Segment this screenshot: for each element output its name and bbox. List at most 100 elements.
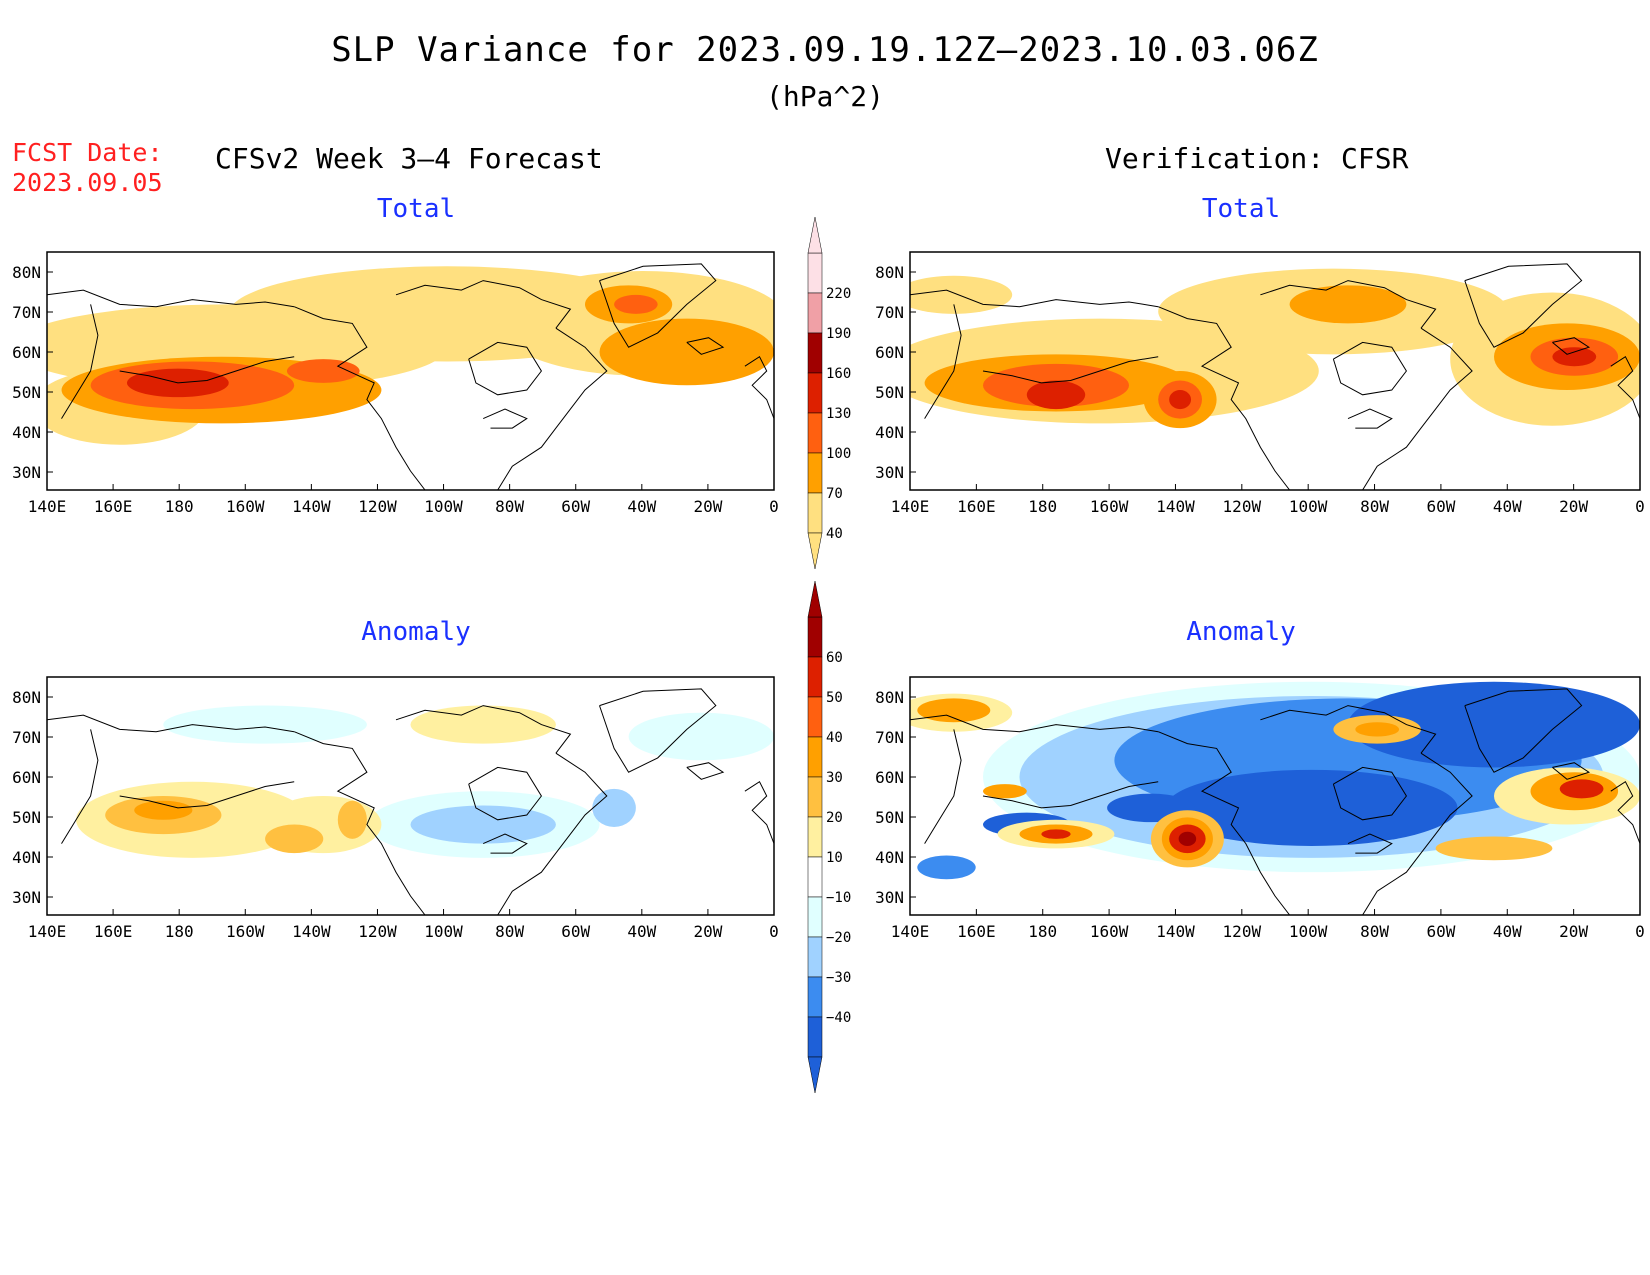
lon-tick-label: 160W [226,497,265,516]
lon-tick-label: 120W [358,922,397,941]
lon-tick-label: 60W [561,922,590,941]
lon-tick-label: 100W [1289,497,1328,516]
contour-blob [592,788,636,827]
colorbar-label: 20 [826,810,843,826]
lon-tick-label: 160E [957,922,996,941]
colorbar-bottom-arrow [807,1056,823,1094]
coastline [483,833,528,854]
coastline [1158,731,1290,915]
contour-blob [1348,681,1640,768]
coastline [294,731,426,915]
contour-blob [1552,347,1597,367]
colorbar-segment [807,696,823,738]
lon-tick-label: 180 [1028,922,1057,941]
lon-tick-label: 20W [693,922,722,941]
lat-tick-label: 40N [875,423,904,442]
lon-tick-label: 100W [1289,922,1328,941]
colorbar-segment [807,492,823,534]
map-panel-vf-total: 140E 160E 180 160W 140W 120W 100W 80W 60W 40W 20W 0… [875,251,1645,516]
map-frame [909,251,1641,491]
lon-tick-label: 140E [891,497,930,516]
coastline [982,356,1159,384]
coastline [61,729,99,844]
lon-tick-label: 80W [1360,922,1389,941]
lat-tick-label: 60N [875,768,904,787]
colorbar-label: −40 [826,1010,851,1026]
colorbar-segment [807,252,823,294]
coastline [686,337,725,355]
lon-tick-label: 140W [1156,497,1195,516]
lon-tick-label: 140E [891,922,930,941]
coastline [61,304,99,419]
colorbar-segment [807,736,823,778]
units-label: (hPa^2) [765,80,884,113]
contour-blob [614,294,658,314]
lon-tick-label: 160W [1090,922,1129,941]
lat-tick-label: 70N [875,728,904,747]
colorbar-label: 220 [826,286,851,302]
colorbar-segment [807,776,823,818]
colorbar-top-arrow [807,216,823,254]
lat-tick-label: 30N [12,888,41,907]
coastline [1610,355,1640,419]
lat-tick-label: 30N [12,463,41,482]
lat-tick-label: 40N [875,848,904,867]
coastline [599,263,717,348]
colorbar-anomaly: 60 50 40 30 20 10 −10 −20 −30 −40 [807,580,851,1094]
colorbar-bottom-arrow [807,532,823,570]
panel-title-forecast-total: Total [376,194,456,224]
lon-tick-label: 160E [957,497,996,516]
coastline [744,780,774,844]
coastline [468,341,543,396]
colorbar-segment [807,452,823,494]
colorbar-segment [807,856,823,898]
lat-tick-label: 50N [875,808,904,827]
contour-blob [1289,285,1407,324]
coastline [395,280,572,329]
coastline [119,781,295,809]
lon-tick-label: 60W [1426,922,1455,941]
colorbar-total: 220 190 160 130 100 70 40 [807,216,851,570]
colorbar-segment [807,936,823,978]
colorbar-segment [807,976,823,1018]
map-fill [910,252,1640,490]
contour-blob [1435,836,1553,861]
coastline [1347,833,1393,854]
lon-tick-label: 140W [292,922,331,941]
map-fill [47,677,774,915]
colorbar-label: 130 [826,406,851,422]
coastline [294,306,426,490]
lon-tick-label: 140W [1156,922,1195,941]
colorbar-top-arrow [807,580,823,618]
colorbar-segment [807,1016,823,1058]
page-title: SLP Variance for 2023.09.19.12Z—2023.10.… [331,30,1319,70]
coastline [1332,341,1408,396]
verification-subtitle: Verification: CFSR [1105,142,1409,175]
panel-title-forecast-anomaly: Anomaly [361,617,471,647]
lat-tick-label: 80N [875,688,904,707]
contour-blob [1169,390,1192,410]
colorbar-label: −20 [826,930,851,946]
lat-tick-label: 40N [12,848,41,867]
colorbar-label: 40 [826,526,843,542]
lat-tick-label: 30N [875,463,904,482]
contour-blob [1178,831,1197,846]
coastline [744,355,774,419]
colorbar-label: 30 [826,770,843,786]
coastline [1464,263,1583,348]
lat-tick-label: 80N [875,263,904,282]
colorbar-segment [807,616,823,658]
lat-tick-label: 70N [875,303,904,322]
lat-tick-label: 70N [12,728,41,747]
lon-tick-label: 80W [1360,497,1389,516]
colorbar-label: 60 [826,650,843,666]
lon-tick-label: 140W [292,497,331,516]
map-frame [909,676,1641,916]
lat-tick-label: 60N [12,343,41,362]
lon-tick-label: 20W [1559,497,1588,516]
lat-tick-label: 50N [12,383,41,402]
colorbar-segment [807,372,823,414]
lat-tick-label: 60N [875,343,904,362]
lon-tick-label: 60W [561,497,590,516]
